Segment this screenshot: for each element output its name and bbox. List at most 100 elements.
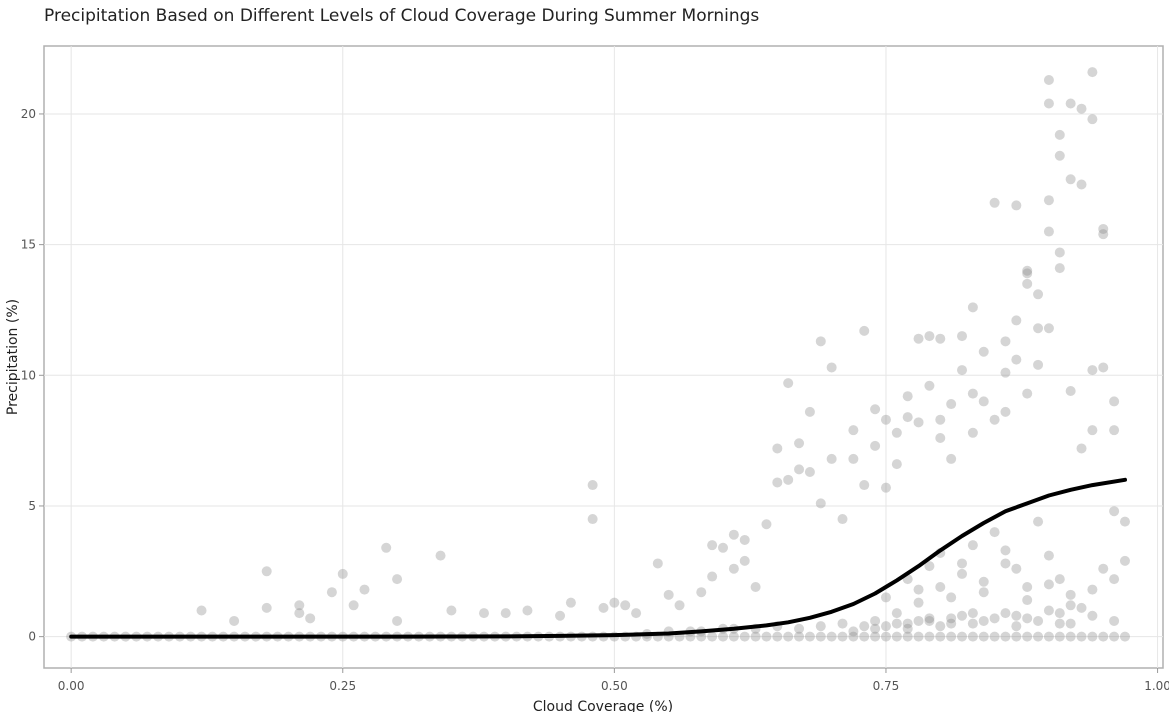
data-point [891, 608, 902, 619]
data-point [957, 365, 968, 376]
data-point [989, 613, 1000, 624]
data-point [1054, 263, 1065, 274]
data-point [1033, 615, 1044, 626]
data-point [1022, 268, 1033, 279]
data-point [1022, 278, 1033, 289]
data-point [718, 631, 729, 642]
data-point [870, 623, 881, 634]
data-point [392, 615, 403, 626]
data-point [1065, 631, 1076, 642]
data-point [978, 587, 989, 598]
data-point [859, 631, 870, 642]
data-point [609, 597, 620, 608]
data-point [978, 346, 989, 357]
data-point [902, 618, 913, 629]
data-point [1011, 631, 1022, 642]
chart-title: Precipitation Based on Different Levels … [44, 6, 760, 26]
data-point [859, 480, 870, 491]
data-point [859, 325, 870, 336]
data-point [783, 378, 794, 389]
data-point [1076, 443, 1087, 454]
data-point [989, 631, 1000, 642]
data-point [1011, 200, 1022, 211]
data-point [261, 566, 272, 577]
data-point [913, 417, 924, 428]
data-point [1000, 558, 1011, 569]
data-point [826, 362, 837, 373]
data-point [1022, 613, 1033, 624]
data-point [967, 631, 978, 642]
data-point [1000, 608, 1011, 619]
data-point [837, 618, 848, 629]
data-point [261, 602, 272, 613]
data-point [337, 568, 348, 579]
data-point [1043, 550, 1054, 561]
data-point [924, 331, 935, 342]
data-point [794, 464, 805, 475]
data-point [946, 618, 957, 629]
data-point [1000, 336, 1011, 347]
data-point [772, 477, 783, 488]
x-axis-title: Cloud Coverage (%) [533, 699, 673, 712]
data-point [880, 592, 891, 603]
data-point [1022, 388, 1033, 399]
data-point [1043, 323, 1054, 334]
data-point [804, 466, 815, 477]
data-point [946, 631, 957, 642]
data-point [978, 576, 989, 587]
data-point [1054, 574, 1065, 585]
data-point [761, 631, 772, 642]
data-point [772, 631, 783, 642]
data-point [902, 412, 913, 423]
data-point [772, 443, 783, 454]
data-point [935, 333, 946, 344]
plot-panel [43, 45, 1164, 669]
data-point [348, 600, 359, 611]
trend-line [69, 477, 1127, 639]
data-point [1011, 315, 1022, 326]
data-point [1119, 631, 1130, 642]
data-point [815, 498, 826, 509]
data-point [1087, 631, 1098, 642]
data-point [1043, 74, 1054, 85]
data-point [696, 587, 707, 598]
data-point [967, 618, 978, 629]
data-point [555, 610, 566, 621]
data-point [880, 621, 891, 632]
x-tick-label: 0.00 [58, 679, 85, 693]
data-point [598, 602, 609, 613]
data-point [750, 631, 761, 642]
data-point [989, 414, 1000, 425]
data-point [783, 474, 794, 485]
data-point [435, 550, 446, 561]
data-point [957, 631, 968, 642]
data-point [392, 574, 403, 585]
data-point [359, 584, 370, 595]
x-tick-label: 0.75 [873, 679, 900, 693]
data-point [1109, 506, 1120, 517]
data-point [1098, 362, 1109, 373]
data-point [1109, 631, 1120, 642]
data-point [728, 563, 739, 574]
data-point [924, 615, 935, 626]
data-point [696, 631, 707, 642]
data-point [913, 597, 924, 608]
data-point [957, 331, 968, 342]
data-point [1087, 114, 1098, 125]
data-point [718, 542, 729, 553]
data-point [848, 425, 859, 436]
data-point [794, 631, 805, 642]
data-point [587, 480, 598, 491]
data-point [967, 302, 978, 313]
data-point [880, 414, 891, 425]
data-point [707, 571, 718, 582]
data-point [913, 615, 924, 626]
data-point [935, 414, 946, 425]
data-point [1087, 584, 1098, 595]
data-point [739, 631, 750, 642]
data-point [880, 482, 891, 493]
data-point [815, 631, 826, 642]
data-point [500, 608, 511, 619]
data-point [902, 631, 913, 642]
